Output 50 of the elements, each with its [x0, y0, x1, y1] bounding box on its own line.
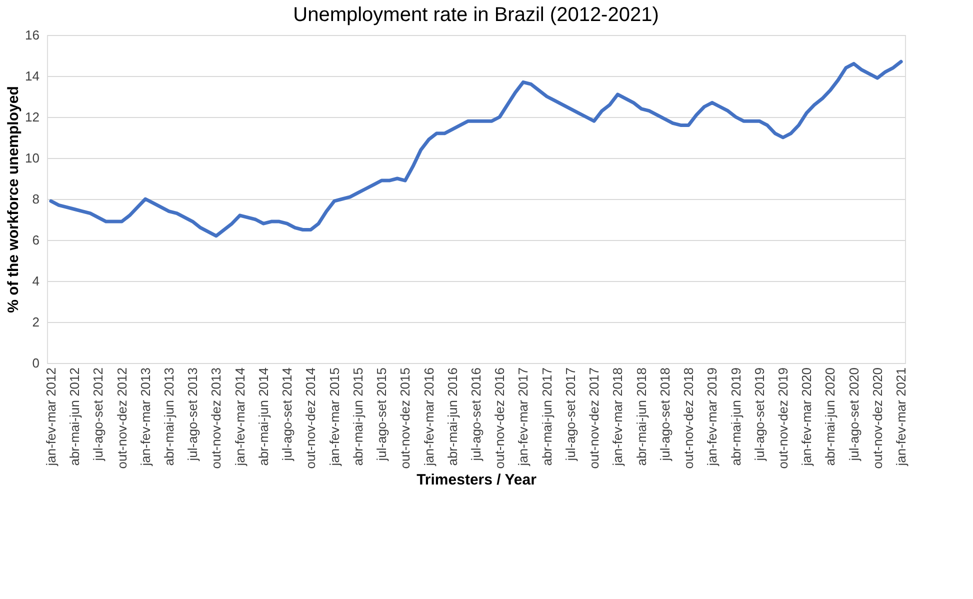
x-tick-label: abr-mai-jun 2012 [67, 368, 82, 466]
y-tick-label: 6 [32, 232, 40, 248]
x-tick-label: out-nov-dez 2019 [775, 368, 790, 469]
x-tick-label: abr-mai-jun 2017 [539, 368, 554, 466]
y-tick-label: 0 [32, 356, 40, 370]
x-tick-label: jan-fev-mar 2016 [421, 368, 436, 467]
x-tick-label: abr-mai-jun 2016 [444, 368, 460, 466]
x-tick-label: jan-fev-mar 2014 [232, 368, 248, 467]
x-tick-label: abr-mai-jun 2013 [162, 368, 177, 466]
x-tick-label: jul-ago-set 2020 [846, 368, 862, 462]
x-tick-label: jul-ago-set 2017 [562, 368, 578, 462]
x-tick-label: jul-ago-set 2016 [468, 368, 484, 462]
x-tick-label: out-nov-dez 2015 [398, 368, 413, 469]
y-tick-label: 2 [32, 314, 40, 330]
y-tick-label: 4 [32, 274, 40, 288]
x-tick-label: abr-mai-jun 2019 [728, 368, 744, 466]
y-axis-title: % of the workforce unemployed [5, 86, 22, 313]
x-tick-label: out-nov-dez 2014 [303, 368, 318, 469]
x-tick-label: jan-fev-mar 2021 [894, 368, 909, 467]
x-tick-label: jul-ago-set 2012 [90, 368, 106, 462]
x-tick-label: out-nov-dez 2013 [208, 368, 224, 469]
y-tick-label: 14 [25, 68, 40, 84]
y-tick-label: 10 [25, 150, 40, 166]
y-tick-label: 8 [32, 192, 40, 206]
x-tick-label: abr-mai-jun 2018 [634, 368, 649, 466]
x-tick-label: jan-fev-mar 2018 [610, 368, 626, 467]
x-tick-label: jan-fev-mar 2012 [43, 368, 58, 467]
y-tick-label: 16 [25, 28, 40, 42]
x-tick-label: jul-ago-set 2014 [280, 368, 295, 462]
x-tick-label: jan-fev-mar 2013 [138, 368, 153, 467]
x-tick-label: out-nov-dez 2020 [870, 368, 885, 469]
x-tick-label: jan-fev-mar 2019 [704, 368, 720, 467]
x-tick-label: jan-fev-mar 2017 [516, 368, 531, 467]
x-tick-label: jan-fev-mar 2020 [799, 368, 814, 467]
x-tick-label: abr-mai-jun 2014 [256, 368, 271, 466]
x-tick-label: jul-ago-set 2015 [374, 368, 390, 462]
x-tick-label: out-nov-dez 2016 [492, 368, 508, 469]
x-tick-label: out-nov-dez 2012 [114, 368, 130, 469]
x-tick-label: abr-mai-jun 2015 [350, 368, 366, 466]
x-tick-label: out-nov-dez 2018 [681, 368, 696, 469]
chart-title: Unemployment rate in Brazil (2012-2021) [293, 4, 659, 26]
x-tick-label: abr-mai-jun 2020 [822, 368, 838, 466]
y-tick-label: 12 [25, 110, 40, 124]
line-series [49, 60, 903, 238]
x-axis-title: Trimesters / Year [416, 472, 537, 489]
x-tick-label: out-nov-dez 2017 [586, 368, 602, 469]
x-tick-label: jul-ago-set 2019 [752, 368, 767, 462]
x-tick-label: jul-ago-set 2013 [185, 368, 200, 462]
x-tick-label: jul-ago-set 2018 [657, 368, 672, 462]
x-tick-label: jan-fev-mar 2015 [326, 368, 342, 467]
